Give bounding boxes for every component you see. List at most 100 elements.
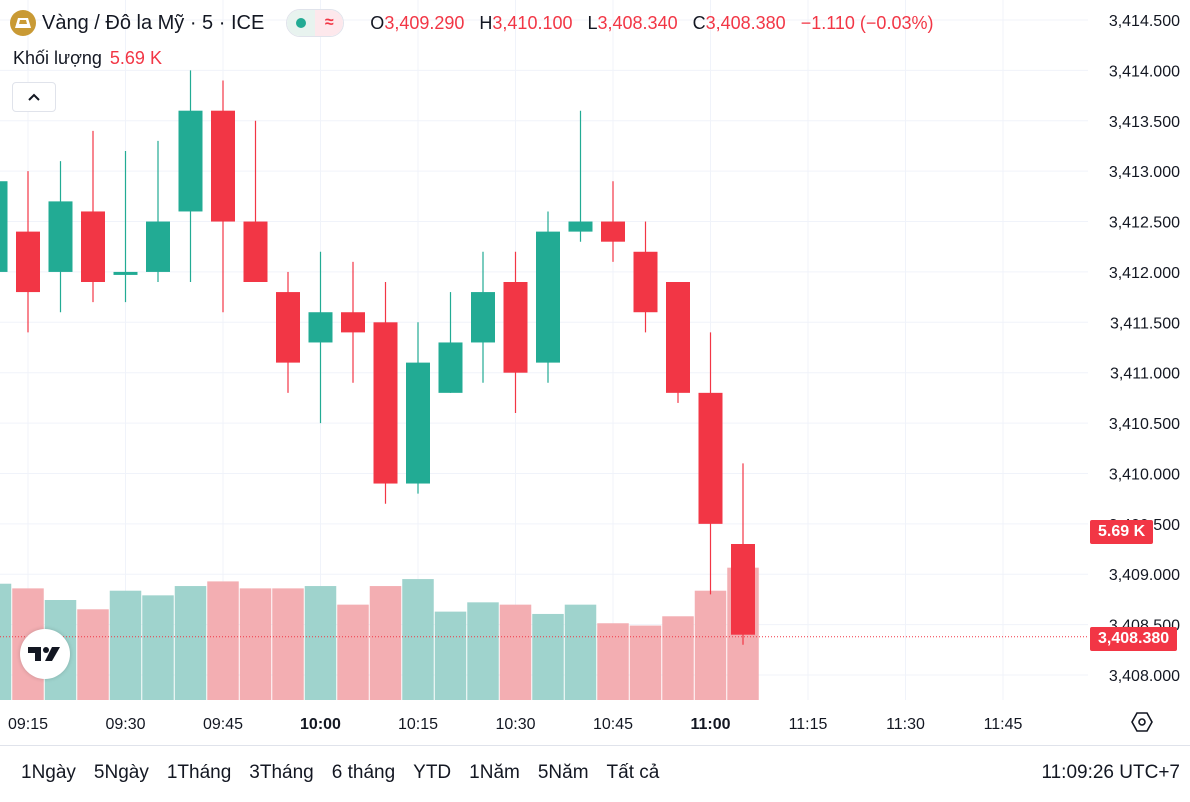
candle-22 — [698, 392, 723, 524]
chart-canvas[interactable]: 3,408.0003,408.5003,409.0003,409.5003,41… — [0, 0, 1190, 745]
volume-bar-0 — [0, 583, 12, 700]
candle-3 — [81, 211, 105, 282]
candle-15 — [471, 292, 495, 343]
price-tick-11: 3,413.500 — [1109, 114, 1180, 131]
candle-4 — [113, 271, 138, 275]
volume-bar-16 — [499, 604, 532, 700]
time-tick-9: 11:30 — [886, 716, 925, 733]
chevron-up-icon — [28, 93, 40, 101]
range-button-0[interactable]: 1Ngày — [21, 762, 76, 783]
range-button-8[interactable]: Tất cả — [606, 762, 660, 783]
candle-0 — [0, 181, 8, 272]
range-button-7[interactable]: 5Năm — [537, 762, 589, 783]
status-pill[interactable]: ≈ — [286, 9, 345, 37]
open-value: 3,409.290 — [384, 12, 465, 33]
price-tick-12: 3,414.000 — [1109, 63, 1180, 80]
candle-18 — [568, 221, 593, 232]
volume-bar-18 — [564, 604, 597, 700]
ohlc-values: O3,409.290 H3,410.100 L3,408.340 C3,408.… — [370, 13, 943, 34]
open-key: O — [370, 12, 385, 33]
volume-bar-20 — [629, 625, 662, 700]
volume-bar-7 — [207, 581, 239, 700]
volume-bar-6 — [174, 586, 207, 700]
candle-14 — [438, 342, 463, 393]
range-button-4[interactable]: 6 tháng — [331, 762, 396, 783]
collapse-legend-button[interactable] — [12, 82, 56, 112]
candle-5 — [146, 221, 170, 272]
candle-9 — [276, 292, 300, 363]
candle-23 — [731, 544, 755, 635]
candle-17 — [536, 231, 560, 363]
candle-6 — [178, 110, 203, 212]
time-tick-0: 09:15 — [8, 716, 48, 733]
candle-16 — [503, 282, 528, 373]
range-button-6[interactable]: 1Năm — [469, 762, 520, 783]
time-axis[interactable]: 09:15 09:30 09:45 10:00 10:15 10:30 10:45 11:00… — [8, 716, 1023, 733]
low-value: 3,408.340 — [597, 12, 678, 33]
volume-bar-3 — [77, 609, 109, 700]
range-button-1[interactable]: 5Ngày — [93, 762, 149, 783]
price-tick-10: 3,413.000 — [1109, 164, 1180, 181]
last-price-tag: 3,408.380 — [1090, 627, 1178, 651]
high-value: 3,410.100 — [492, 12, 573, 33]
candle-21 — [666, 282, 690, 393]
symbol-title[interactable]: Vàng / Đô la Mỹ · 5 · ICE — [42, 11, 265, 34]
bottom-toolbar: 1Ngày 5Ngày 1Tháng 3Tháng 6 tháng YTD 1Năm 5Năm… — [0, 745, 1190, 802]
price-tick-4: 3,410.000 — [1109, 466, 1180, 483]
range-button-5[interactable]: YTD — [413, 762, 452, 783]
price-axis[interactable]: 3,408.0003,408.5003,409.0003,409.5003,41… — [1109, 13, 1180, 685]
price-tick-8: 3,412.000 — [1109, 265, 1180, 282]
candle-19 — [601, 221, 625, 242]
time-tick-4: 10:15 — [398, 716, 438, 733]
volume-bars — [0, 567, 759, 700]
close-value: 3,408.380 — [705, 12, 786, 33]
candle-2 — [48, 201, 73, 272]
change-value: −1.110 (−0.03%) — [800, 12, 934, 33]
volume-bar-15 — [467, 602, 499, 700]
volume-bar-22 — [694, 590, 727, 700]
live-dot-icon — [287, 10, 316, 36]
time-tick-10: 11:45 — [984, 716, 1023, 733]
volume-bar-11 — [337, 604, 369, 700]
volume-bar-10 — [304, 586, 337, 700]
tradingview-logo-icon[interactable] — [20, 629, 70, 679]
price-tick-9: 3,412.500 — [1109, 215, 1180, 232]
volume-bar-5 — [142, 595, 174, 700]
high-key: H — [479, 12, 493, 33]
time-tick-8: 11:15 — [789, 716, 828, 733]
volume-bar-19 — [597, 623, 629, 700]
time-tick-2: 09:45 — [203, 716, 243, 733]
candlesticks — [0, 70, 755, 645]
volume-price-tag: 5.69 K — [1090, 520, 1154, 544]
price-tick-5: 3,410.500 — [1109, 416, 1180, 433]
candle-10 — [308, 312, 333, 343]
price-tick-13: 3,414.500 — [1109, 13, 1180, 30]
chart-legend: Vàng / Đô la Mỹ · 5 · ICE ≈ O3,409.290 H… — [10, 9, 943, 37]
candle-13 — [406, 362, 430, 484]
volume-bar-13 — [402, 579, 434, 700]
volume-bar-9 — [272, 588, 304, 700]
volume-bar-4 — [109, 590, 142, 700]
candle-12 — [373, 322, 398, 484]
range-button-2[interactable]: 1Tháng — [166, 762, 232, 783]
candle-20 — [633, 251, 658, 313]
price-tick-6: 3,411.000 — [1110, 366, 1180, 383]
time-tick-3: 10:00 — [300, 716, 341, 733]
gold-bar-icon — [10, 10, 36, 36]
volume-bar-14 — [434, 611, 467, 700]
volume-bar-21 — [662, 616, 694, 700]
range-button-3[interactable]: 3Tháng — [249, 762, 314, 783]
time-tick-7: 11:00 — [690, 716, 730, 733]
approx-icon: ≈ — [315, 10, 344, 36]
volume-label: Khối lượng — [13, 48, 102, 68]
volume-bar-17 — [532, 613, 564, 700]
price-tick-2: 3,409.000 — [1109, 567, 1180, 584]
time-tick-6: 10:45 — [593, 716, 633, 733]
time-tick-5: 10:30 — [495, 716, 535, 733]
clock[interactable]: 11:09:26 UTC+7 — [1041, 762, 1180, 783]
hexagon-gear-icon[interactable] — [1131, 711, 1153, 733]
candle-11 — [341, 312, 365, 333]
price-tick-0: 3,408.000 — [1109, 668, 1180, 685]
candle-1 — [16, 231, 40, 293]
candle-7 — [211, 110, 235, 222]
